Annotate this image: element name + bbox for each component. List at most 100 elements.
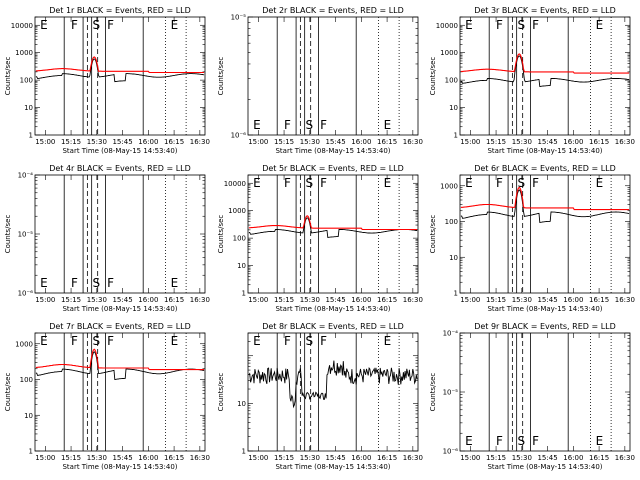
panel-title: Det 9r BLACK = Events, RED = LLD (474, 322, 616, 331)
x-tick-label: 16:15 (164, 296, 184, 304)
x-tick-label: 15:15 (61, 296, 81, 304)
interval-letter: S (306, 118, 314, 132)
y-axis-label: Counts/sec (217, 373, 225, 412)
x-tick-label: 15:15 (274, 454, 294, 462)
x-tick-label: 15:30 (300, 296, 320, 304)
plot-frame (247, 332, 419, 452)
x-tick-label: 15:30 (87, 138, 107, 146)
interval-letter: E (253, 334, 261, 348)
x-tick-label: 16:00 (138, 454, 158, 462)
y-axis-label: Counts/sec (4, 215, 12, 254)
x-tick-label: 15:15 (274, 296, 294, 304)
x-tick-label: 16:30 (615, 138, 635, 146)
interval-letter: S (518, 176, 526, 190)
interval-letter: E (384, 118, 392, 132)
y-axis-label: Counts/sec (217, 215, 225, 254)
x-axis-label: Start Time (08-May-15 14:53:40) (62, 305, 177, 313)
interval-letter: E (596, 434, 604, 448)
panel-title: Det 7r BLACK = Events, RED = LLD (49, 322, 191, 331)
y-tick-label: 10⁻⁵ (443, 389, 459, 397)
interval-letter: S (93, 18, 101, 32)
interval-letter: F (71, 276, 78, 290)
y-tick-label: 100 (445, 218, 458, 226)
interval-letter: S (93, 334, 101, 348)
interval-letter: E (465, 18, 473, 32)
x-tick-label: 16:30 (190, 138, 210, 146)
x-tick-label: 15:00 (35, 138, 55, 146)
y-tick-label: 1000 (440, 49, 458, 57)
x-tick-label: 16:00 (351, 138, 371, 146)
events-series-line (248, 360, 418, 409)
interval-letter: F (284, 176, 291, 190)
interval-letter: S (306, 334, 314, 348)
panel-title: Det 8r BLACK = Events, RED = LLD (262, 322, 404, 331)
interval-letter: S (518, 434, 526, 448)
x-tick-label: 16:30 (403, 138, 423, 146)
interval-letter: E (171, 334, 179, 348)
x-tick-label: 15:00 (248, 296, 268, 304)
y-tick-label: 10 (24, 412, 33, 420)
y-axis-label: Counts/sec (4, 373, 12, 412)
panel-8: Det 8r BLACK = Events, RED = LLD 1 10 15:00… (217, 322, 423, 471)
lld-series-line (460, 186, 630, 211)
y-tick-label: 10⁻⁶ (18, 290, 34, 298)
interval-letter: F (320, 334, 327, 348)
x-tick-label: 16:15 (377, 454, 397, 462)
interval-letter: F (320, 176, 327, 190)
panel-title: Det 6r BLACK = Events, RED = LLD (474, 164, 616, 173)
interval-letter: E (465, 176, 473, 190)
panel-2: Det 2r BLACK = Events, RED = LLD 10⁻⁶ 10⁻⁵… (217, 6, 423, 155)
y-tick-label: 10000 (224, 180, 246, 188)
y-tick-label: 1 (242, 448, 246, 456)
x-tick-label: 15:00 (460, 296, 480, 304)
y-tick-label: 10000 (11, 22, 33, 30)
x-tick-label: 15:30 (300, 138, 320, 146)
plot-frame (459, 16, 631, 136)
panel-4: Det 4r BLACK = Events, RED = LLD 10⁻⁶ 10⁻⁵… (4, 164, 210, 313)
y-tick-label: 10⁻⁵ (18, 231, 34, 239)
y-tick-label: 1000 (15, 49, 33, 57)
plot-frame (247, 174, 419, 294)
interval-letter: E (171, 276, 179, 290)
x-tick-label: 15:00 (35, 454, 55, 462)
interval-letter: F (71, 18, 78, 32)
panel-9: Det 9r BLACK = Events, RED = LLD 10⁻⁶ 10⁻⁵… (429, 322, 635, 471)
x-tick-label: 16:00 (563, 138, 583, 146)
y-tick-label: 100 (20, 77, 33, 85)
interval-letter: F (496, 176, 503, 190)
x-tick-label: 16:00 (351, 454, 371, 462)
y-tick-label: 10⁻⁴ (443, 330, 459, 338)
events-series-line (248, 217, 418, 239)
x-tick-label: 15:45 (112, 454, 132, 462)
x-tick-label: 16:30 (403, 296, 423, 304)
x-tick-label: 16:15 (377, 138, 397, 146)
y-tick-label: 10 (449, 254, 458, 262)
panel-title: Det 2r BLACK = Events, RED = LLD (262, 6, 404, 15)
events-series-line (35, 58, 205, 83)
x-tick-label: 16:00 (563, 296, 583, 304)
interval-letter: E (40, 334, 48, 348)
interval-letter: F (496, 434, 503, 448)
x-tick-label: 15:45 (537, 138, 557, 146)
x-axis-label: Start Time (08-May-15 14:53:40) (275, 463, 390, 471)
x-tick-label: 16:15 (164, 138, 184, 146)
y-tick-label: 10⁻⁴ (18, 172, 34, 180)
events-series-line (35, 351, 205, 380)
x-axis-label: Start Time (08-May-15 14:53:40) (275, 305, 390, 313)
plot-frame (34, 16, 206, 136)
x-tick-label: 15:15 (61, 454, 81, 462)
x-tick-label: 15:00 (248, 138, 268, 146)
x-tick-label: 15:45 (537, 296, 557, 304)
interval-letter: F (532, 18, 539, 32)
y-tick-label: 1 (242, 290, 246, 298)
plot-frame (459, 174, 631, 294)
x-tick-label: 16:30 (403, 454, 423, 462)
y-tick-label: 1000 (15, 340, 33, 348)
interval-letter: F (320, 118, 327, 132)
y-axis-label: Counts/sec (4, 57, 12, 96)
x-tick-label: 16:00 (138, 138, 158, 146)
y-tick-label: 1 (29, 132, 33, 140)
x-tick-label: 16:00 (351, 296, 371, 304)
interval-letter: E (384, 334, 392, 348)
x-tick-label: 15:15 (486, 138, 506, 146)
